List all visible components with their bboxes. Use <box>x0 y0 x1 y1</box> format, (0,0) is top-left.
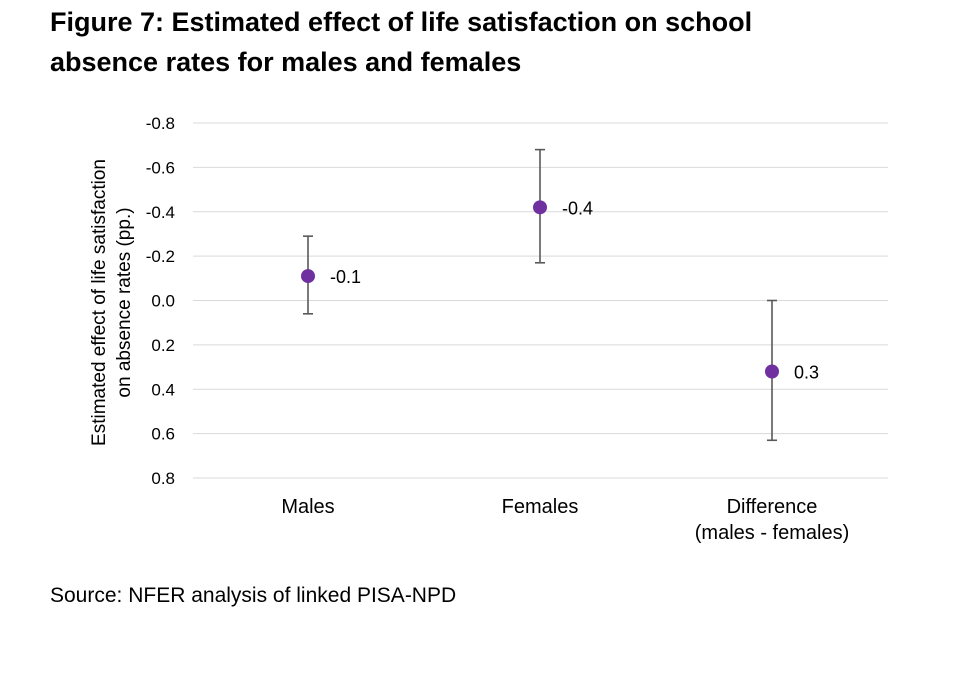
y-tick-label: 0.0 <box>151 292 175 311</box>
y-tick-label: -0.8 <box>146 114 175 133</box>
data-label: -0.1 <box>330 267 361 287</box>
figure-title-line-2: absence rates for males and females <box>50 47 522 77</box>
y-axis-title-line: Estimated effect of life satisfaction <box>89 159 110 446</box>
y-tick-label: -0.6 <box>146 158 175 177</box>
y-tick-label: -0.2 <box>146 247 175 266</box>
data-label: -0.4 <box>562 198 593 218</box>
x-category-label: Difference <box>727 496 818 518</box>
data-marks: -0.1 -0.4 0.3 <box>301 148 819 442</box>
source-note: Source: NFER analysis of linked PISA-NPD <box>50 584 457 607</box>
x-category-label: Males <box>281 496 334 518</box>
y-tick-label: 0.2 <box>151 336 175 355</box>
x-category-label: (males - females) <box>695 522 849 544</box>
y-axis-title: Estimated effect of life satisfaction on … <box>89 159 135 446</box>
y-axis-title-line: on absence rates (pp.) <box>114 207 135 397</box>
y-tick-label: -0.4 <box>146 203 175 222</box>
data-label: 0.3 <box>794 363 819 383</box>
y-tick-label: 0.6 <box>151 425 175 444</box>
y-tick-label: 0.8 <box>151 469 175 488</box>
figure-title-line-1: Figure 7: Estimated effect of life satis… <box>50 7 753 37</box>
y-axis-tick-labels: -0.8 -0.6 -0.4 -0.2 0.0 0.2 0.4 0.6 0.8 <box>146 114 175 488</box>
data-point <box>533 200 547 215</box>
figure-title: Figure 7: Estimated effect of life satis… <box>50 2 930 82</box>
data-point <box>301 269 315 284</box>
data-point <box>765 364 779 379</box>
y-tick-label: 0.4 <box>151 380 175 399</box>
x-axis-category-labels: Males Females Difference (males - females) <box>281 496 849 544</box>
x-category-label: Females <box>502 496 579 518</box>
